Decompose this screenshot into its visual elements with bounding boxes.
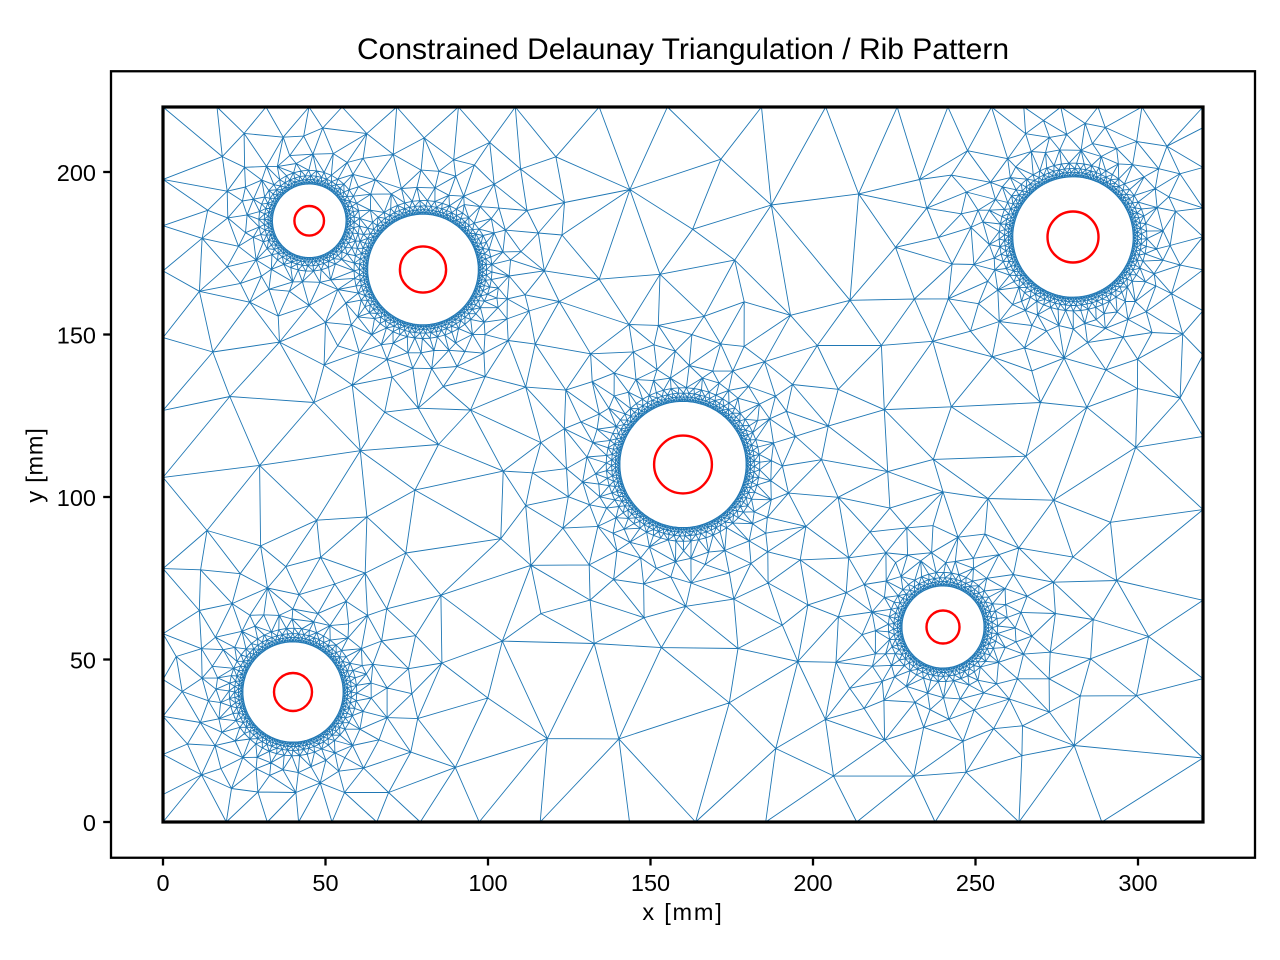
- svg-text:150: 150: [57, 323, 96, 349]
- svg-text:x [mm]: x [mm]: [642, 899, 723, 925]
- svg-text:200: 200: [57, 160, 96, 186]
- svg-text:250: 250: [956, 870, 995, 896]
- svg-text:0: 0: [156, 870, 169, 896]
- svg-text:0: 0: [83, 810, 96, 836]
- svg-text:50: 50: [70, 648, 96, 674]
- svg-text:y [mm]: y [mm]: [22, 427, 48, 502]
- svg-text:50: 50: [312, 870, 338, 896]
- svg-text:150: 150: [631, 870, 670, 896]
- svg-text:Constrained Delaunay Triangula: Constrained Delaunay Triangulation / Rib…: [357, 33, 1009, 66]
- svg-text:300: 300: [1118, 870, 1157, 896]
- svg-text:100: 100: [468, 870, 507, 896]
- svg-text:100: 100: [57, 485, 96, 511]
- svg-text:200: 200: [793, 870, 832, 896]
